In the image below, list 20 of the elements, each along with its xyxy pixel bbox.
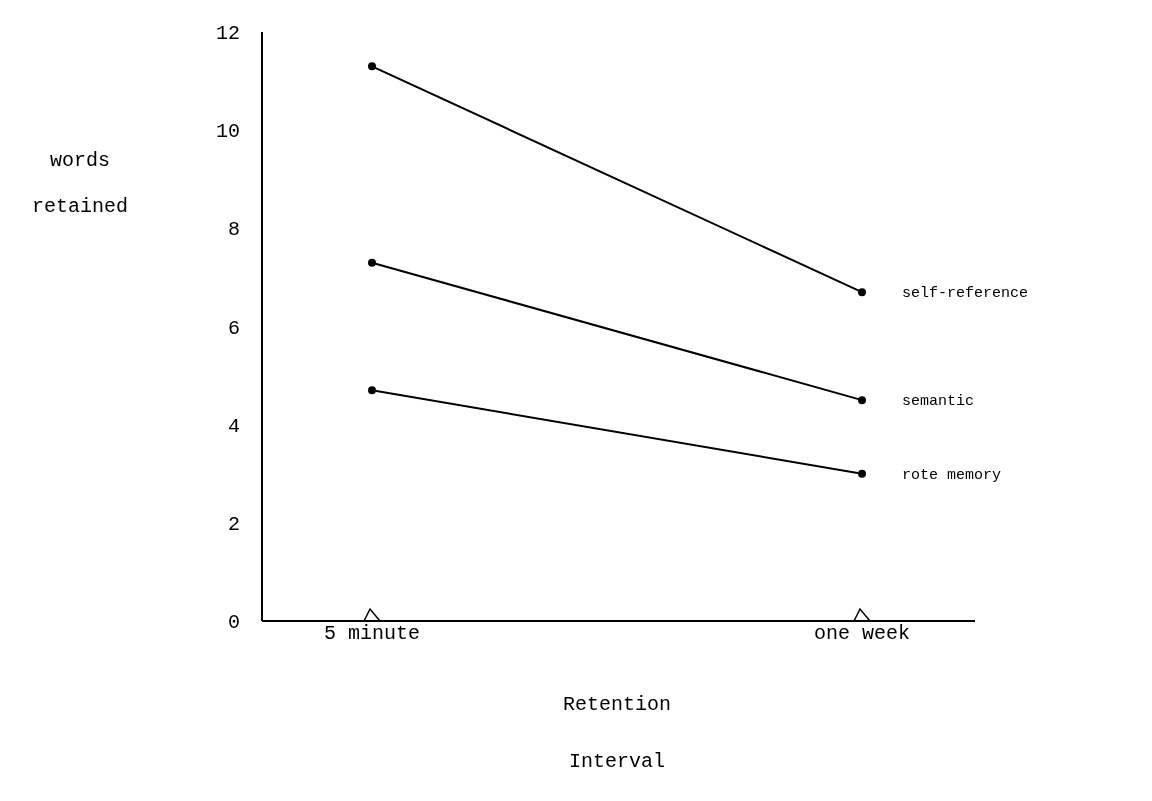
text: semantic: [902, 393, 975, 411]
point: [858, 469, 866, 478]
y-axis-title: words retained: [31, 149, 129, 218]
text: self-reference: [902, 285, 1029, 303]
y-tick-label: 2: [227, 512, 240, 536]
y-tick-label: 10: [215, 120, 240, 144]
point: [368, 62, 376, 71]
text: rote memory: [902, 466, 1002, 484]
point: [858, 396, 866, 405]
point: [368, 258, 376, 267]
y-tick-label: 12: [215, 22, 240, 45]
point: [858, 288, 866, 297]
text: Retention Interval: [562, 693, 672, 773]
x-tick-label: one week: [813, 622, 911, 645]
y-tick-label: 8: [227, 218, 240, 242]
point: [368, 386, 376, 395]
y-tick-label: 0: [227, 611, 240, 634]
y-tick-label: 4: [227, 414, 240, 438]
y-tick-label: 6: [227, 316, 240, 340]
x-tick-label: 5 minute: [323, 622, 421, 645]
